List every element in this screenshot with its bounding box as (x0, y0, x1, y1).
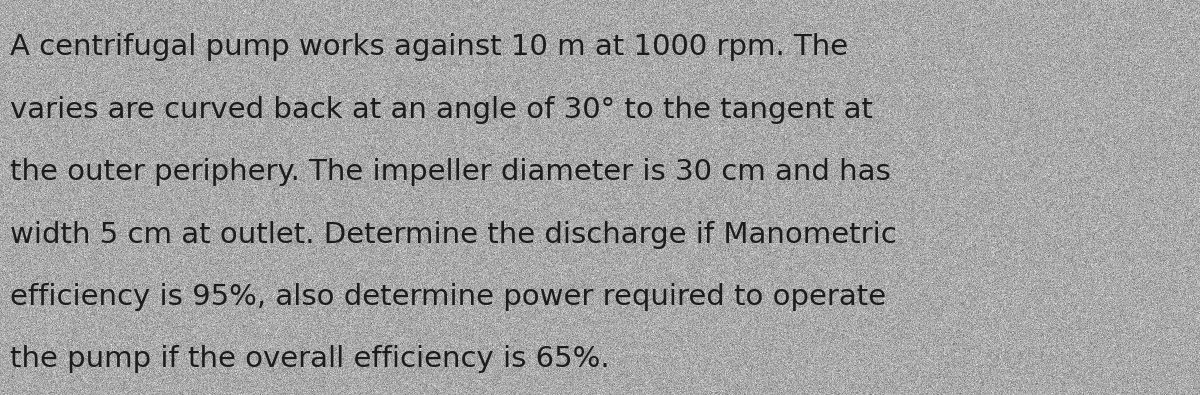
Text: efficiency is 95%, also determine power required to operate: efficiency is 95%, also determine power … (10, 283, 886, 311)
Text: A centrifugal pump works against 10 m at 1000 rpm. The: A centrifugal pump works against 10 m at… (10, 34, 847, 61)
Text: the pump if the overall efficiency is 65%.: the pump if the overall efficiency is 65… (10, 346, 610, 373)
Text: width 5 cm at outlet. Determine the discharge if Manometric: width 5 cm at outlet. Determine the disc… (10, 221, 896, 248)
Text: varies are curved back at an angle of 30° to the tangent at: varies are curved back at an angle of 30… (10, 96, 872, 124)
Text: the outer periphery. The impeller diameter is 30 cm and has: the outer periphery. The impeller diamet… (10, 158, 890, 186)
